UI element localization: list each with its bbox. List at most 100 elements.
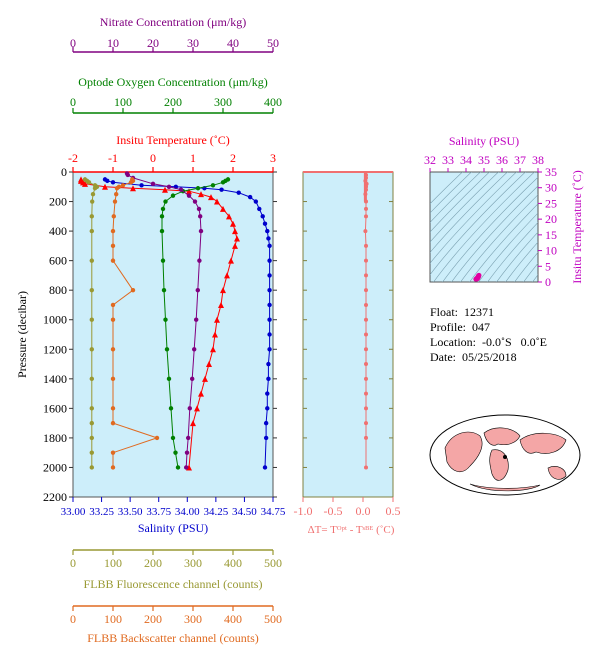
oxygen-point <box>161 287 167 293</box>
nitrate-point <box>192 199 198 204</box>
nitrate-point <box>197 258 202 263</box>
salinity-point <box>266 236 271 241</box>
salinity-point <box>267 258 272 263</box>
profile-panel <box>72 171 274 498</box>
nitrate-point <box>186 193 192 198</box>
delta-t-point <box>364 435 368 440</box>
salinity-point <box>247 194 253 200</box>
temperature-point <box>214 316 220 323</box>
nitrate-point <box>196 206 202 212</box>
backscatter-point <box>110 406 116 411</box>
backscatter-point <box>110 347 116 352</box>
nitrate-point <box>190 376 195 382</box>
isopycnal <box>430 172 463 205</box>
oxygen-point <box>173 450 178 455</box>
temperature-point <box>212 331 218 338</box>
oxygen-point <box>195 186 201 191</box>
delta-t-surface-bar <box>363 172 367 202</box>
temperature-point <box>194 405 200 412</box>
delta-t-point <box>364 214 368 219</box>
isopycnal <box>430 172 517 264</box>
oxygen-point <box>159 214 165 219</box>
delta-t-xtick-label: -0.5 <box>324 504 343 518</box>
fluorescence-point <box>89 450 95 455</box>
salinity-tick-label: 33.00 <box>61 506 86 518</box>
salinity-point <box>263 435 269 441</box>
temperature-point <box>224 272 230 279</box>
fluorescence-tick-label: 500 <box>264 556 282 570</box>
ts-xtick-label: 36 <box>496 153 508 167</box>
oxygen-point <box>164 347 170 352</box>
isopycnal <box>496 231 538 282</box>
backscatter-tick-label: 0 <box>70 612 76 626</box>
oxygen-point <box>160 206 166 212</box>
nitrate-point <box>192 347 197 352</box>
oxygen-axis-title: Optode Oxygen Concentration (μm/kg) <box>78 75 267 89</box>
pressure-tick-label: 200 <box>49 195 67 209</box>
delta-t-panel <box>302 171 394 498</box>
salinity-axis-title: Salinity (PSU) <box>138 521 208 535</box>
nitrate-point <box>195 287 200 293</box>
salinity-point <box>257 206 262 212</box>
salinity-point <box>267 302 272 308</box>
backscatter-point <box>120 183 126 188</box>
world-map <box>429 414 581 496</box>
delta-t-point <box>364 273 368 278</box>
nitrate-point <box>198 214 203 219</box>
fluorescence-point <box>90 199 95 204</box>
oxygen-point <box>170 435 176 441</box>
delta-t-point <box>364 288 368 293</box>
oxygen-point <box>175 465 181 470</box>
ts-ylabel: Insitu Temperature (˚C) <box>570 170 584 284</box>
ts-xtick-label: 35 <box>478 153 490 167</box>
ts-title: Salinity (PSU) <box>449 134 519 148</box>
oxygen-point <box>159 228 165 234</box>
oxygen-tick-label: 0 <box>70 95 76 109</box>
salinity-point <box>267 273 272 278</box>
map-land <box>547 466 567 480</box>
oxygen-tick-label: 400 <box>264 95 282 109</box>
salinity-point <box>265 406 270 411</box>
pressure-tick-label: 2000 <box>43 460 67 474</box>
ts-xtick-label: 38 <box>532 153 544 167</box>
temperature-tick-label: -2 <box>68 151 78 165</box>
nitrate-point <box>187 406 192 411</box>
salinity-point <box>236 190 241 195</box>
fluorescence-point <box>89 420 95 426</box>
location: Location: -0.0˚S 0.0˚E <box>430 335 547 349</box>
isopycnal <box>469 203 538 282</box>
nitrate-tick-label: 30 <box>187 36 199 50</box>
fluorescence-tick-label: 300 <box>184 556 202 570</box>
temperature-point <box>208 194 214 201</box>
temperature-point <box>230 220 236 227</box>
salinity-point <box>262 465 268 470</box>
nitrate-tick-label: 20 <box>147 36 159 50</box>
delta-t-point <box>364 206 368 211</box>
salinity-point <box>267 287 272 293</box>
temperature-point <box>190 420 196 427</box>
salinity-point <box>266 361 271 367</box>
delta-t-point <box>363 229 368 234</box>
salinity-point <box>267 243 272 249</box>
backscatter-tick-label: 100 <box>104 612 122 626</box>
delta-t-point <box>364 302 368 307</box>
pressure-tick-label: 600 <box>49 254 67 268</box>
nitrate-point <box>194 317 199 322</box>
delta-t-xtick-label: 0.0 <box>356 504 371 518</box>
backscatter-point <box>114 191 119 197</box>
backscatter-tick-label: 300 <box>184 612 202 626</box>
temperature-tick-label: 0 <box>150 151 156 165</box>
fluorescence-tick-label: 400 <box>224 556 242 570</box>
salinity-point <box>265 391 270 396</box>
nitrate-point <box>178 187 184 192</box>
temperature-point <box>220 287 226 294</box>
fluorescence-axis-title: FLBB Fluorescence channel (counts) <box>84 577 263 591</box>
pressure-tick-label: 1600 <box>43 401 67 415</box>
temperature-point <box>82 180 88 187</box>
ts-ytick-label: 20 <box>545 212 557 226</box>
salinity-point <box>266 376 271 382</box>
isopycnal <box>430 172 472 214</box>
temperature-point <box>186 188 192 195</box>
ts-xtick-label: 33 <box>442 153 454 167</box>
nitrate-point <box>198 228 204 234</box>
